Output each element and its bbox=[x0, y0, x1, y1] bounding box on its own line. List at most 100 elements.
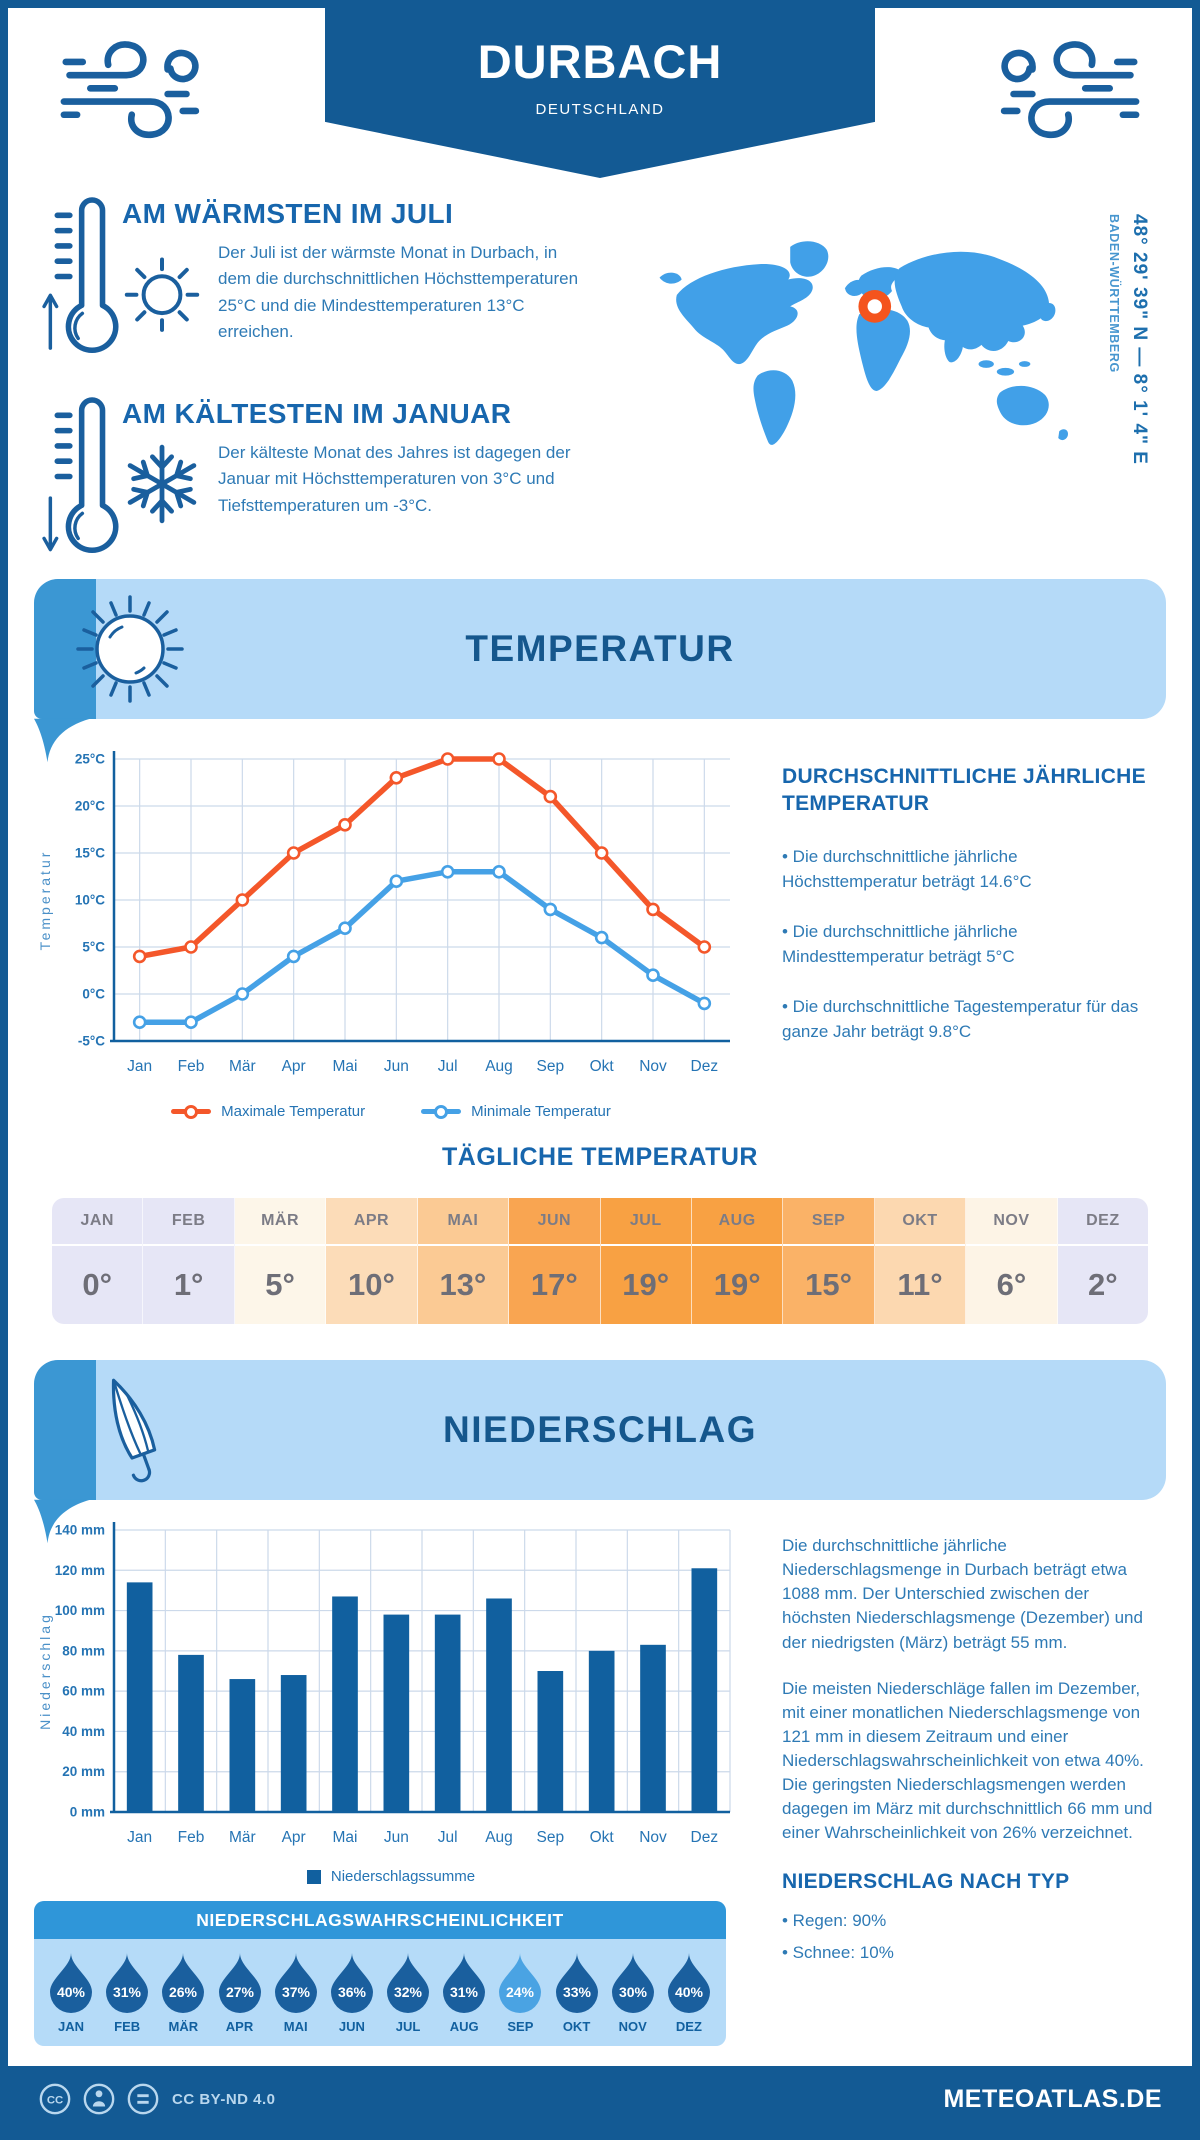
daily-temp-value: 15° bbox=[805, 1267, 853, 1302]
svg-text:Jun: Jun bbox=[384, 1058, 409, 1075]
svg-text:Mär: Mär bbox=[229, 1829, 256, 1846]
climate-facts: AM WÄRMSTEN IM JULI Der Juli ist der wär… bbox=[42, 184, 642, 553]
water-drop-icon: 32% bbox=[387, 1953, 430, 2013]
license-icons[interactable]: CC bbox=[38, 2082, 160, 2116]
daily-temp-month: FEB bbox=[143, 1198, 234, 1246]
daily-temp-month: MAI bbox=[417, 1198, 509, 1246]
svg-text:40 mm: 40 mm bbox=[62, 1724, 105, 1739]
precip-type-title: NIEDERSCHLAG NACH TYP bbox=[782, 1869, 1070, 1893]
svg-text:26%: 26% bbox=[169, 1984, 198, 2000]
svg-text:Feb: Feb bbox=[178, 1829, 205, 1846]
svg-text:100 mm: 100 mm bbox=[55, 1603, 105, 1618]
svg-text:0 mm: 0 mm bbox=[70, 1805, 105, 1820]
precip-probability-panel: NIEDERSCHLAGSWAHRSCHEINLICHKEIT 40% JAN 31… bbox=[34, 1901, 726, 2046]
daily-temperature-section: TÄGLICHE TEMPERATUR JAN 0° FEB 1° MÄR 5° APR 10… bbox=[8, 1143, 1192, 1324]
temperature-line-chart: -5°C 0°C 5°C 10°C 15°C 20°C 25°C Jan Feb Mär Apr Ma… bbox=[37, 751, 730, 1075]
daily-temp-value: 0° bbox=[82, 1267, 113, 1302]
daily-temp-cell: DEZ 2° bbox=[1057, 1198, 1148, 1324]
band-accent bbox=[34, 1360, 96, 1500]
umbrella-icon bbox=[111, 1378, 157, 1483]
precip-prob-month: OKT bbox=[562, 2019, 591, 2034]
daily-temp-month: JAN bbox=[52, 1198, 143, 1246]
daily-temp-month: OKT bbox=[874, 1198, 966, 1246]
daily-temp-month: SEP bbox=[783, 1198, 874, 1246]
svg-text:36%: 36% bbox=[338, 1984, 367, 2000]
precip-prob-item: 36% JUN bbox=[327, 1952, 377, 2034]
footer: CC CC BY-ND 4.0 METEOATLAS.DE bbox=[8, 2066, 1192, 2132]
legend-item-min: Minimale Temperatur bbox=[421, 1103, 611, 1120]
license-label[interactable]: CC BY-ND 4.0 bbox=[172, 2090, 276, 2108]
coldest-text: Der kälteste Monat des Jahres ist dagege… bbox=[218, 442, 571, 515]
water-drop-icon: 26% bbox=[162, 1953, 205, 2013]
svg-text:Jan: Jan bbox=[127, 1058, 152, 1075]
svg-text:140 mm: 140 mm bbox=[55, 1523, 105, 1538]
daily-temp-month: JUL bbox=[600, 1198, 691, 1246]
svg-text:0°C: 0°C bbox=[82, 987, 105, 1002]
location-map-area: BADEN-WÜRTTEMBERG 48° 29' 39" N — 8° 1' … bbox=[642, 184, 1152, 545]
header-banner: DURBACH DEUTSCHLAND bbox=[325, 8, 875, 178]
daily-temp-cell: MAI 13° bbox=[417, 1198, 510, 1324]
legend-swatch-max bbox=[171, 1104, 212, 1119]
svg-text:Dez: Dez bbox=[691, 1829, 719, 1846]
region-label: BADEN-WÜRTTEMBERG bbox=[1107, 214, 1121, 373]
precip-prob-item: 30% NOV bbox=[608, 1952, 658, 2034]
precip-prob-month: DEZ bbox=[675, 2019, 702, 2034]
warmest-text: Der Juli ist der wärmste Monat in Durbac… bbox=[218, 243, 579, 342]
svg-text:Temperatur: Temperatur bbox=[37, 850, 53, 951]
daily-temp-cell: JAN 0° bbox=[52, 1198, 144, 1324]
precip-prob-month: JAN bbox=[57, 2019, 84, 2034]
masthead: DURBACH DEUTSCHLAND bbox=[8, 8, 1192, 178]
water-drop-icon: 31% bbox=[443, 1953, 486, 2013]
precip-prob-item: 40% JAN bbox=[46, 1952, 96, 2034]
warmest-month-block: AM WÄRMSTEN IM JULI Der Juli ist der wär… bbox=[42, 184, 642, 358]
precip-prob-item: 27% APR bbox=[215, 1952, 265, 2034]
world-map bbox=[659, 241, 1068, 445]
daily-temp-month: MÄR bbox=[234, 1198, 326, 1246]
svg-text:Nov: Nov bbox=[639, 1058, 667, 1075]
svg-text:20°C: 20°C bbox=[75, 799, 105, 814]
coldest-month-block: AM KÄLTESTEN IM JANUAR Der kälteste Mo bbox=[42, 384, 642, 558]
svg-text:Sep: Sep bbox=[537, 1829, 565, 1846]
svg-text:27%: 27% bbox=[226, 1984, 255, 2000]
daily-temp-value: 11° bbox=[897, 1267, 943, 1302]
country-subtitle: DEUTSCHLAND bbox=[535, 101, 665, 118]
site-label[interactable]: METEOATLAS.DE bbox=[943, 2084, 1162, 2113]
wind-icon-left bbox=[60, 41, 200, 138]
daily-temp-value: 6° bbox=[996, 1267, 1027, 1302]
legend-swatch-min bbox=[421, 1104, 462, 1119]
precip-prob-item: 37% MAI bbox=[271, 1952, 321, 2034]
daily-temp-cell: FEB 1° bbox=[143, 1198, 235, 1324]
svg-text:31%: 31% bbox=[450, 1984, 479, 2000]
daily-temp-cell: JUN 17° bbox=[509, 1198, 601, 1324]
svg-text:33%: 33% bbox=[563, 1984, 592, 2000]
daily-temp-cell: OKT 11° bbox=[874, 1198, 967, 1324]
coordinates-label: 48° 29' 39" N — 8° 1' 4" E bbox=[1129, 214, 1150, 465]
precip-prob-item: 26% MÄR bbox=[158, 1952, 208, 2034]
svg-text:Jul: Jul bbox=[438, 1058, 458, 1075]
water-drop-icon: 40% bbox=[667, 1953, 710, 2013]
svg-text:Niederschlag: Niederschlag bbox=[37, 1612, 53, 1730]
cc-icon: CC bbox=[39, 2083, 71, 2115]
water-drop-icon: 31% bbox=[106, 1953, 149, 2013]
precipitation-band: NIEDERSCHLAG bbox=[34, 1360, 1166, 1544]
svg-text:32%: 32% bbox=[394, 1984, 423, 2000]
precipitation-band-title: NIEDERSCHLAG bbox=[442, 1409, 758, 1450]
cc-person-icon bbox=[83, 2083, 115, 2115]
coldest-title: AM KÄLTESTEN IM JANUAR bbox=[122, 397, 512, 429]
precip-prob-month: JUL bbox=[395, 2019, 421, 2034]
legend-item-precip: Niederschlagssumme bbox=[306, 1868, 475, 1885]
annual-temperature-text: DURCHSCHNITTLICHE JÄHRLICHE TEMPERATUR •… bbox=[748, 743, 1156, 1131]
daily-temp-table: JAN 0° FEB 1° MÄR 5° APR 10° MAI 13° JUN 17° JUL 19° A… bbox=[52, 1198, 1148, 1324]
svg-text:CC: CC bbox=[47, 2095, 63, 2107]
water-drop-icon: 33% bbox=[555, 1953, 598, 2013]
wind-icon-right bbox=[1000, 41, 1140, 138]
svg-text:15°C: 15°C bbox=[75, 846, 105, 861]
precip-prob-month: FEB bbox=[114, 2019, 141, 2034]
precipitation-content: 0 mm 20 mm 40 mm 60 mm 80 mm 100 mm 120 mm 140 … bbox=[8, 1500, 1192, 2046]
temperature-content: -5°C 0°C 5°C 10°C 15°C 20°C 25°C Jan Feb Mär Apr Ma… bbox=[8, 719, 1192, 1131]
svg-text:Okt: Okt bbox=[590, 1058, 615, 1075]
precip-paragraph-1: Die durchschnittliche jährliche Niedersc… bbox=[782, 1536, 1143, 1652]
legend-swatch-precip bbox=[306, 1869, 321, 1884]
svg-text:Dez: Dez bbox=[691, 1058, 719, 1075]
